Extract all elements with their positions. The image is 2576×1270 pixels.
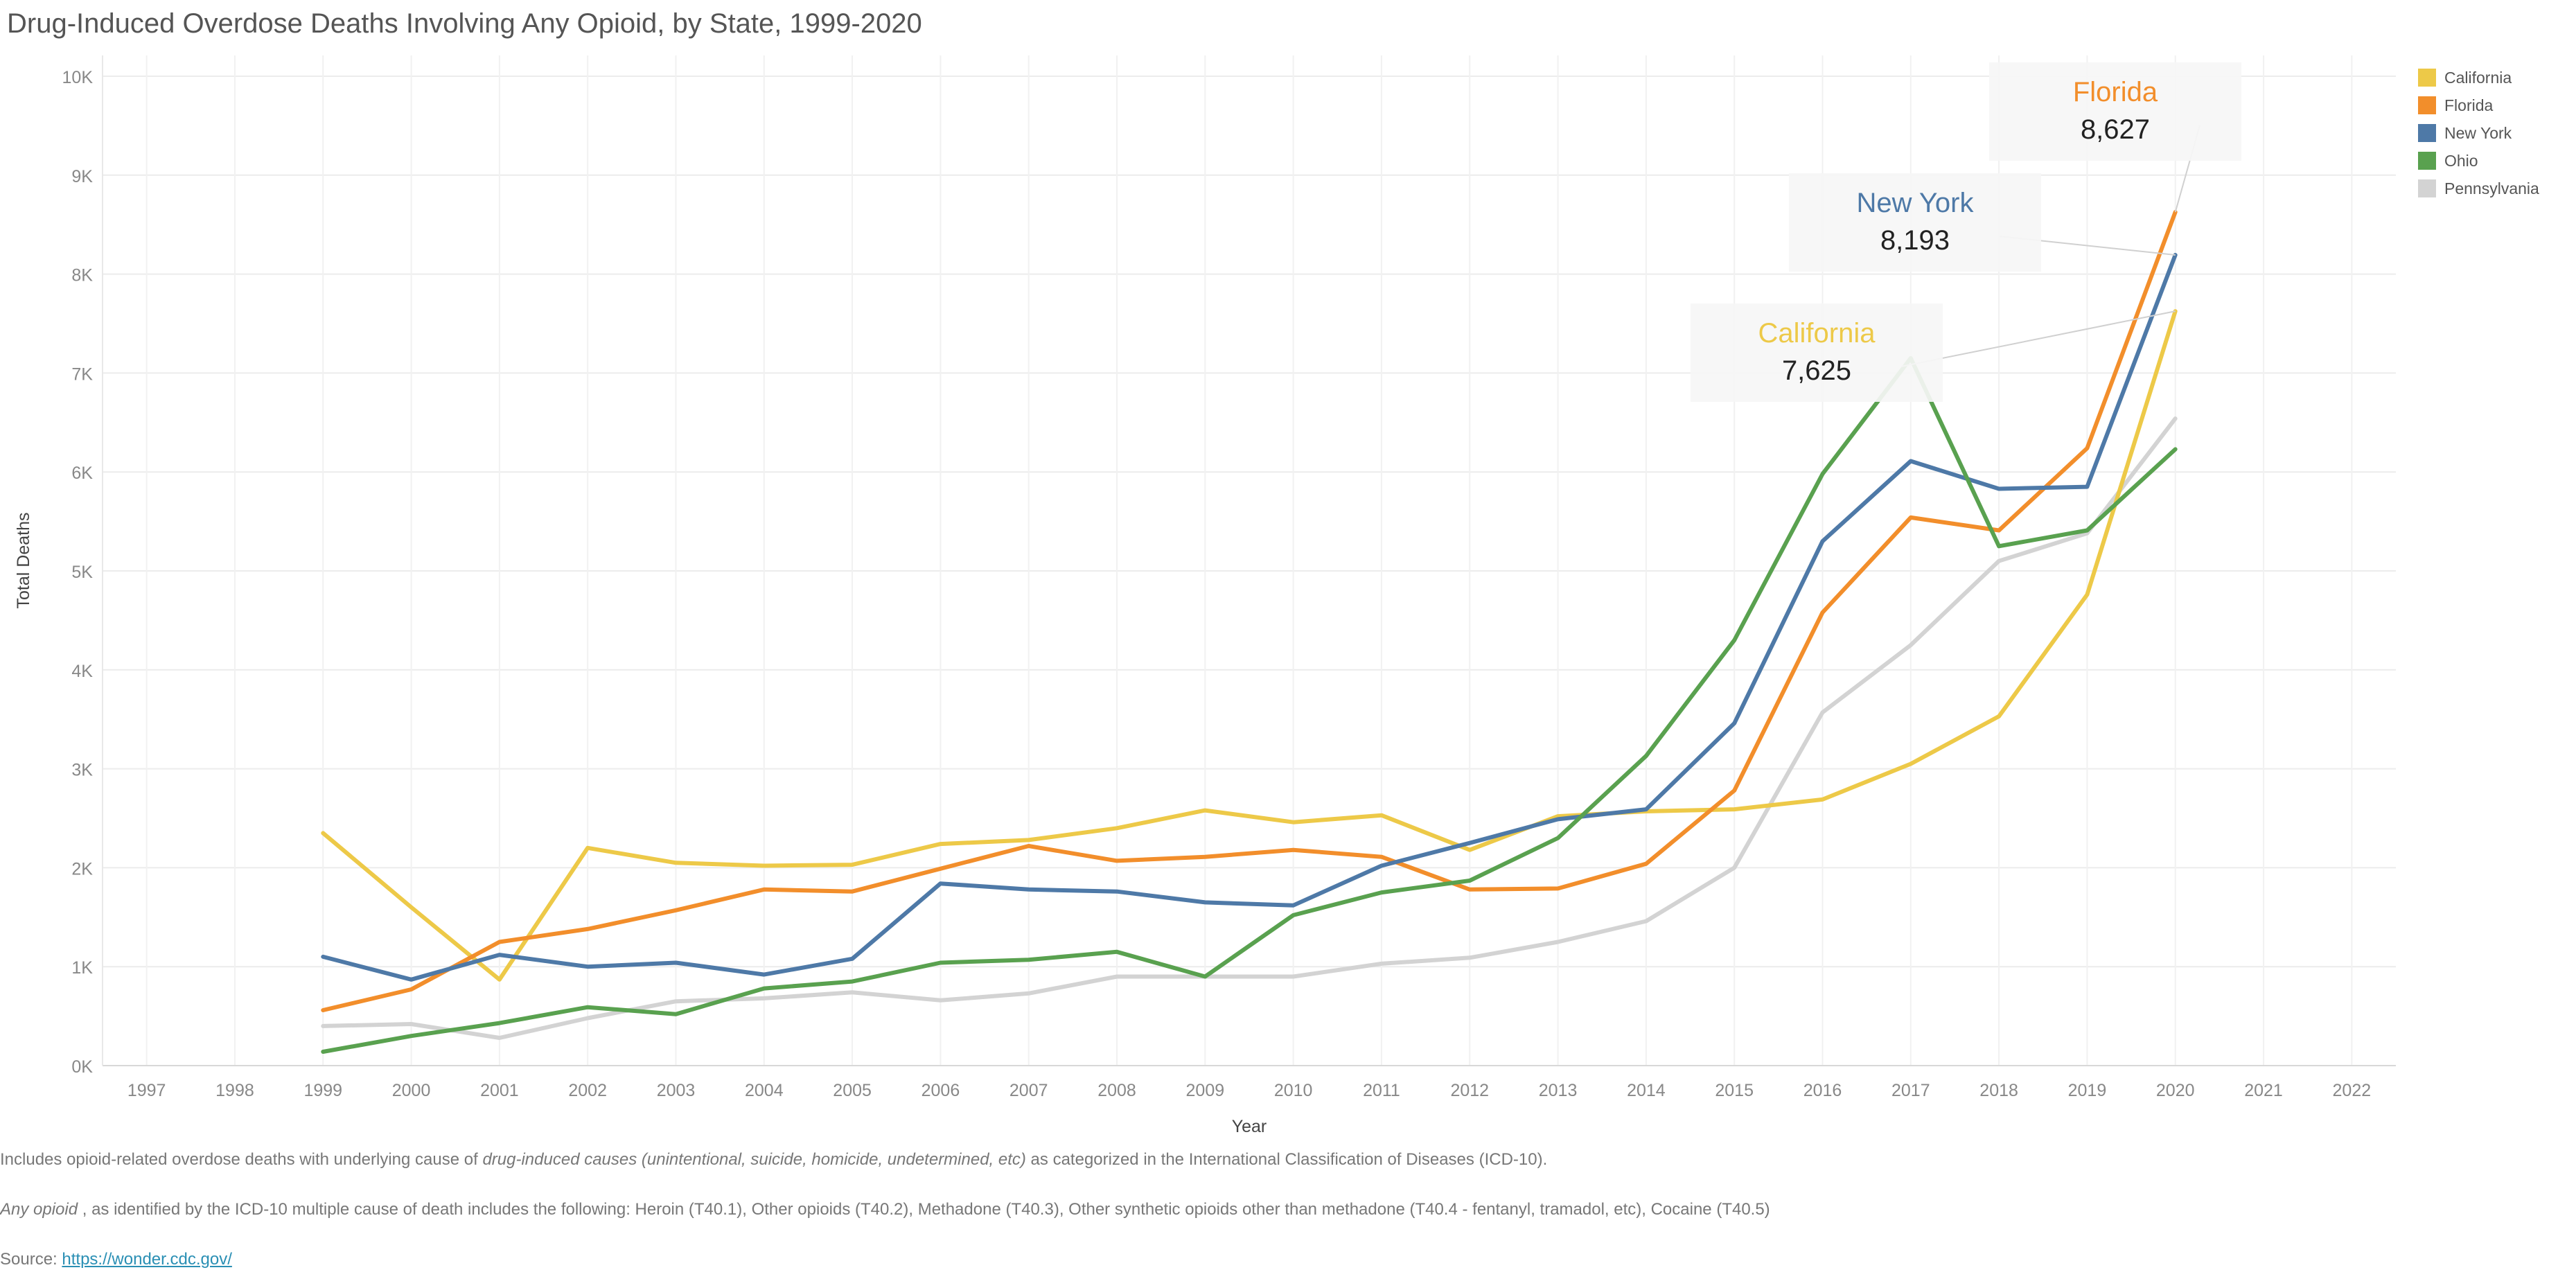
x-tick-label: 2022 — [2333, 1081, 2372, 1100]
series-line-ohio — [321, 356, 2178, 1054]
x-tick-label: 2010 — [1274, 1081, 1313, 1100]
x-tick-label: 2003 — [657, 1081, 696, 1100]
x-tick-label: 2021 — [2244, 1081, 2283, 1100]
footnote-source: Source: https://wonder.cdc.gov/ — [0, 1250, 232, 1270]
footnote-scope-suffix: as categorized in the International Clas… — [1025, 1150, 1548, 1169]
y-tick-label: 8K — [71, 266, 93, 285]
x-tick-label: 2007 — [1009, 1081, 1048, 1100]
x-axis-title: Year — [1232, 1117, 1267, 1136]
y-tick-label: 10K — [62, 68, 94, 87]
x-tick-label: 2017 — [1891, 1081, 1930, 1100]
legend-item-florida[interactable]: Florida — [2418, 91, 2539, 119]
x-tick-label: 2020 — [2156, 1081, 2195, 1100]
x-tick-label: 1998 — [215, 1081, 254, 1100]
annotation-box-new-york — [1789, 173, 2041, 272]
legend-swatch-new-york — [2418, 124, 2436, 142]
legend-swatch-california — [2418, 69, 2436, 87]
annotation-label-florida: Florida — [2073, 77, 2158, 107]
legend-item-california[interactable]: California — [2418, 64, 2539, 91]
y-axis-title: Total Deaths — [14, 513, 33, 609]
legend-label-pennsylvania: Pennsylvania — [2444, 179, 2539, 197]
annotation-leader-california — [1900, 310, 2176, 367]
legend-item-ohio[interactable]: Ohio — [2418, 147, 2539, 175]
legend-item-new-york[interactable]: New York — [2418, 119, 2539, 147]
legend-label-ohio: Ohio — [2444, 151, 2478, 170]
legend-label-florida: Florida — [2444, 96, 2494, 114]
y-tick-label: 3K — [71, 761, 93, 780]
footnote-opioid-definition: Any opioid , as identified by the ICD-10… — [0, 1200, 1770, 1220]
annotation-value-florida: 8,627 — [2081, 114, 2150, 145]
source-link[interactable]: https://wonder.cdc.gov/ — [62, 1250, 232, 1269]
x-tick-label: 2011 — [1363, 1081, 1400, 1100]
annotation-label-california: California — [1758, 318, 1876, 349]
footnote-opioid-text: , as identified by the ICD-10 multiple c… — [78, 1200, 1770, 1219]
legend-swatch-pennsylvania — [2418, 179, 2436, 197]
footnote-scope-text: Includes opioid-related overdose deaths … — [0, 1150, 483, 1169]
x-tick-label: 2008 — [1097, 1081, 1136, 1100]
y-tick-label: 7K — [71, 364, 93, 384]
annotation-value-new-york: 8,193 — [1880, 225, 1950, 256]
x-tick-label: 2019 — [2068, 1081, 2107, 1100]
source-label: Source: — [0, 1250, 62, 1269]
x-tick-label: 1999 — [303, 1081, 342, 1100]
x-tick-label: 2002 — [568, 1081, 607, 1100]
x-tick-label: 2000 — [392, 1081, 431, 1100]
line-chart: 0K 1K 2K 3K 4K 5K 6K 7K 8K 9K 10K 1997 1998 1999 2000 2… — [14, 55, 2396, 1136]
x-tick-label: 2012 — [1450, 1081, 1489, 1100]
legend-item-pennsylvania[interactable]: Pennsylvania — [2418, 175, 2539, 202]
y-tick-label: 4K — [71, 662, 93, 681]
y-tick-label: 0K — [71, 1057, 93, 1077]
x-tick-label: 2006 — [921, 1081, 960, 1100]
annotation-box-florida — [1989, 62, 2241, 161]
x-tick-label: 2005 — [833, 1081, 872, 1100]
legend-swatch-florida — [2418, 96, 2436, 114]
series-line-florida — [321, 210, 2178, 1012]
series-line-california — [321, 309, 2178, 982]
y-tick-label: 6K — [71, 464, 93, 483]
annotation-label-new-york: New York — [1857, 188, 1975, 218]
footnote-opioid-italic: Any opioid — [0, 1200, 78, 1219]
legend: California Florida New York Ohio Pennsylvani… — [2418, 64, 2539, 202]
x-tick-label: 2001 — [480, 1081, 519, 1100]
legend-label-new-york: New York — [2444, 123, 2512, 142]
x-tick-label: 2018 — [1979, 1081, 2018, 1100]
x-tick-label: 2016 — [1803, 1081, 1842, 1100]
y-tick-label: 2K — [71, 859, 93, 879]
x-tick-label: 2009 — [1186, 1081, 1225, 1100]
annotation-box-california — [1691, 303, 1943, 402]
x-tick-label: 2013 — [1539, 1081, 1578, 1100]
legend-swatch-ohio — [2418, 152, 2436, 170]
y-tick-label: 1K — [71, 958, 93, 978]
legend-label-california: California — [2444, 68, 2512, 87]
series-line-new-york — [321, 253, 2178, 982]
y-tick-label: 9K — [71, 167, 93, 186]
annotation-value-california: 7,625 — [1782, 355, 1851, 386]
x-tick-label: 2004 — [745, 1081, 784, 1100]
chart-title: Drug-Induced Overdose Deaths Involving A… — [7, 8, 922, 39]
x-tick-label: 2014 — [1627, 1081, 1666, 1100]
x-tick-label: 2015 — [1715, 1081, 1754, 1100]
footnote-scope-italic: drug-induced causes (unintentional, suic… — [482, 1150, 1026, 1169]
y-tick-label: 5K — [71, 563, 93, 582]
x-tick-label: 1997 — [127, 1081, 166, 1100]
footnote-scope: Includes opioid-related overdose deaths … — [0, 1150, 1547, 1170]
